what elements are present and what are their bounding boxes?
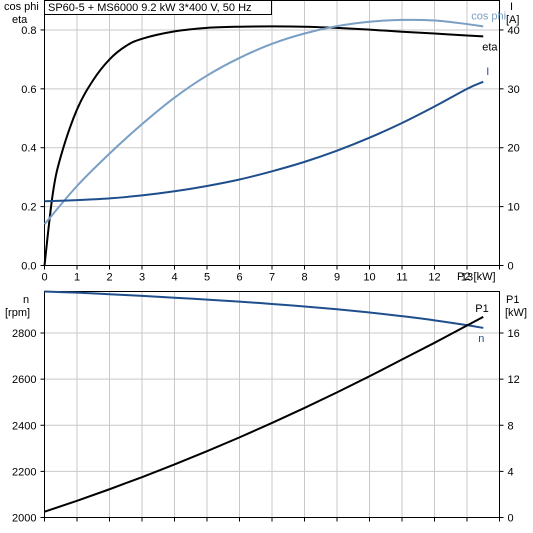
top-x-tick-label: 0	[41, 272, 47, 284]
cos-phi-series-label: cos phi	[471, 10, 506, 22]
top-x-tick-label: 8	[301, 272, 307, 284]
p1-curve	[44, 315, 484, 513]
top-x-tick-label: 7	[269, 272, 275, 284]
top-x-tick-label: 3	[139, 272, 145, 284]
bottom-grid	[44, 291, 500, 518]
top-chart-title: SP60-5 + MS6000 9.2 kW 3*400 V, 50 Hz	[48, 2, 252, 14]
top-axis-ticks: 0 1 2 3 4 5 6 7 8 9 10 11 12 130.00.20.40.60.80102030…	[21, 25, 520, 284]
top-left-tick-label: 0.6	[21, 84, 36, 96]
top-x-tick-label: 1	[74, 272, 80, 284]
bottom-left-tick-label: 2800	[12, 328, 36, 340]
top-x-tick-label: 2	[106, 272, 112, 284]
bottom-left-tick-label: 2000	[12, 513, 36, 525]
top-x-tick-label: 11	[396, 272, 407, 284]
i-series-label: I	[486, 66, 489, 78]
top-x-tick-label: 13	[461, 272, 473, 284]
top-x-tick-label: 4	[171, 272, 177, 284]
top-right-tick-label: 10	[508, 202, 520, 214]
top-grid	[44, 0, 500, 266]
top-x-tick-label: 5	[204, 272, 210, 284]
top-x-tick-label: 9	[334, 272, 340, 284]
i-curve	[44, 80, 484, 203]
top-right-tick-label: 0	[508, 261, 514, 273]
bottom-chart-panel: n [rpm] P1 [kW] 2000 2200 2400 2600 2800 0 4 8 1…	[5, 290, 527, 525]
top-chart-panel: SP60-5 + MS6000 9.2 kW 3*400 V, 50 Hz co…	[4, 0, 520, 284]
top-left-tick-label: 0.4	[21, 143, 36, 155]
bottom-right-tick-label: 8	[508, 420, 514, 432]
bottom-right-tick-label: 4	[508, 466, 514, 478]
bottom-left-tick-label: 2600	[12, 374, 36, 386]
bottom-curves: n P1	[44, 290, 489, 513]
top-x-tick-label: 6	[236, 272, 242, 284]
top-right-tick-label: 30	[508, 84, 520, 96]
bottom-left-axis-label-2: [rpm]	[5, 307, 30, 319]
top-left-tick-label: 0.0	[21, 261, 36, 273]
cos-phi-curve	[43, 18, 484, 225]
bottom-left-axis-label-1: n	[23, 294, 29, 306]
top-left-tick-label: 0.8	[21, 25, 36, 37]
eta-series-label: eta	[482, 41, 498, 53]
top-x-axis-label: P2 [kW]	[457, 271, 496, 283]
top-right-tick-label: 40	[508, 25, 520, 37]
bottom-right-axis-label-1: P1	[506, 294, 519, 306]
top-curves: eta cos phi I	[43, 10, 506, 266]
top-title-box	[44, 0, 272, 15]
bottom-right-tick-label: 12	[508, 374, 520, 386]
n-series-label: n	[478, 333, 484, 345]
top-left-axis-label-1: cos phi	[4, 1, 39, 13]
eta-curve	[43, 25, 484, 266]
bottom-right-tick-label: 0	[508, 513, 514, 525]
n-curve	[44, 290, 484, 329]
bottom-left-tick-label: 2200	[12, 466, 36, 478]
top-x-tick-label: 10	[363, 272, 375, 284]
bottom-axis-ticks: 2000 2200 2400 2600 2800 0 4 8 12 16	[12, 328, 520, 524]
top-right-axis-label-1: I	[510, 1, 513, 13]
bottom-left-tick-label: 2400	[12, 420, 36, 432]
top-right-axis-label-2: [A]	[506, 14, 519, 26]
bottom-right-axis-label-2: [kW]	[505, 307, 527, 319]
bottom-right-tick-label: 16	[508, 328, 520, 340]
p1-series-label: P1	[475, 303, 488, 315]
top-right-tick-label: 20	[508, 143, 520, 155]
top-left-axis-label-2: eta	[12, 14, 28, 26]
top-left-tick-label: 0.2	[21, 202, 36, 214]
top-x-tick-label: 12	[428, 272, 440, 284]
